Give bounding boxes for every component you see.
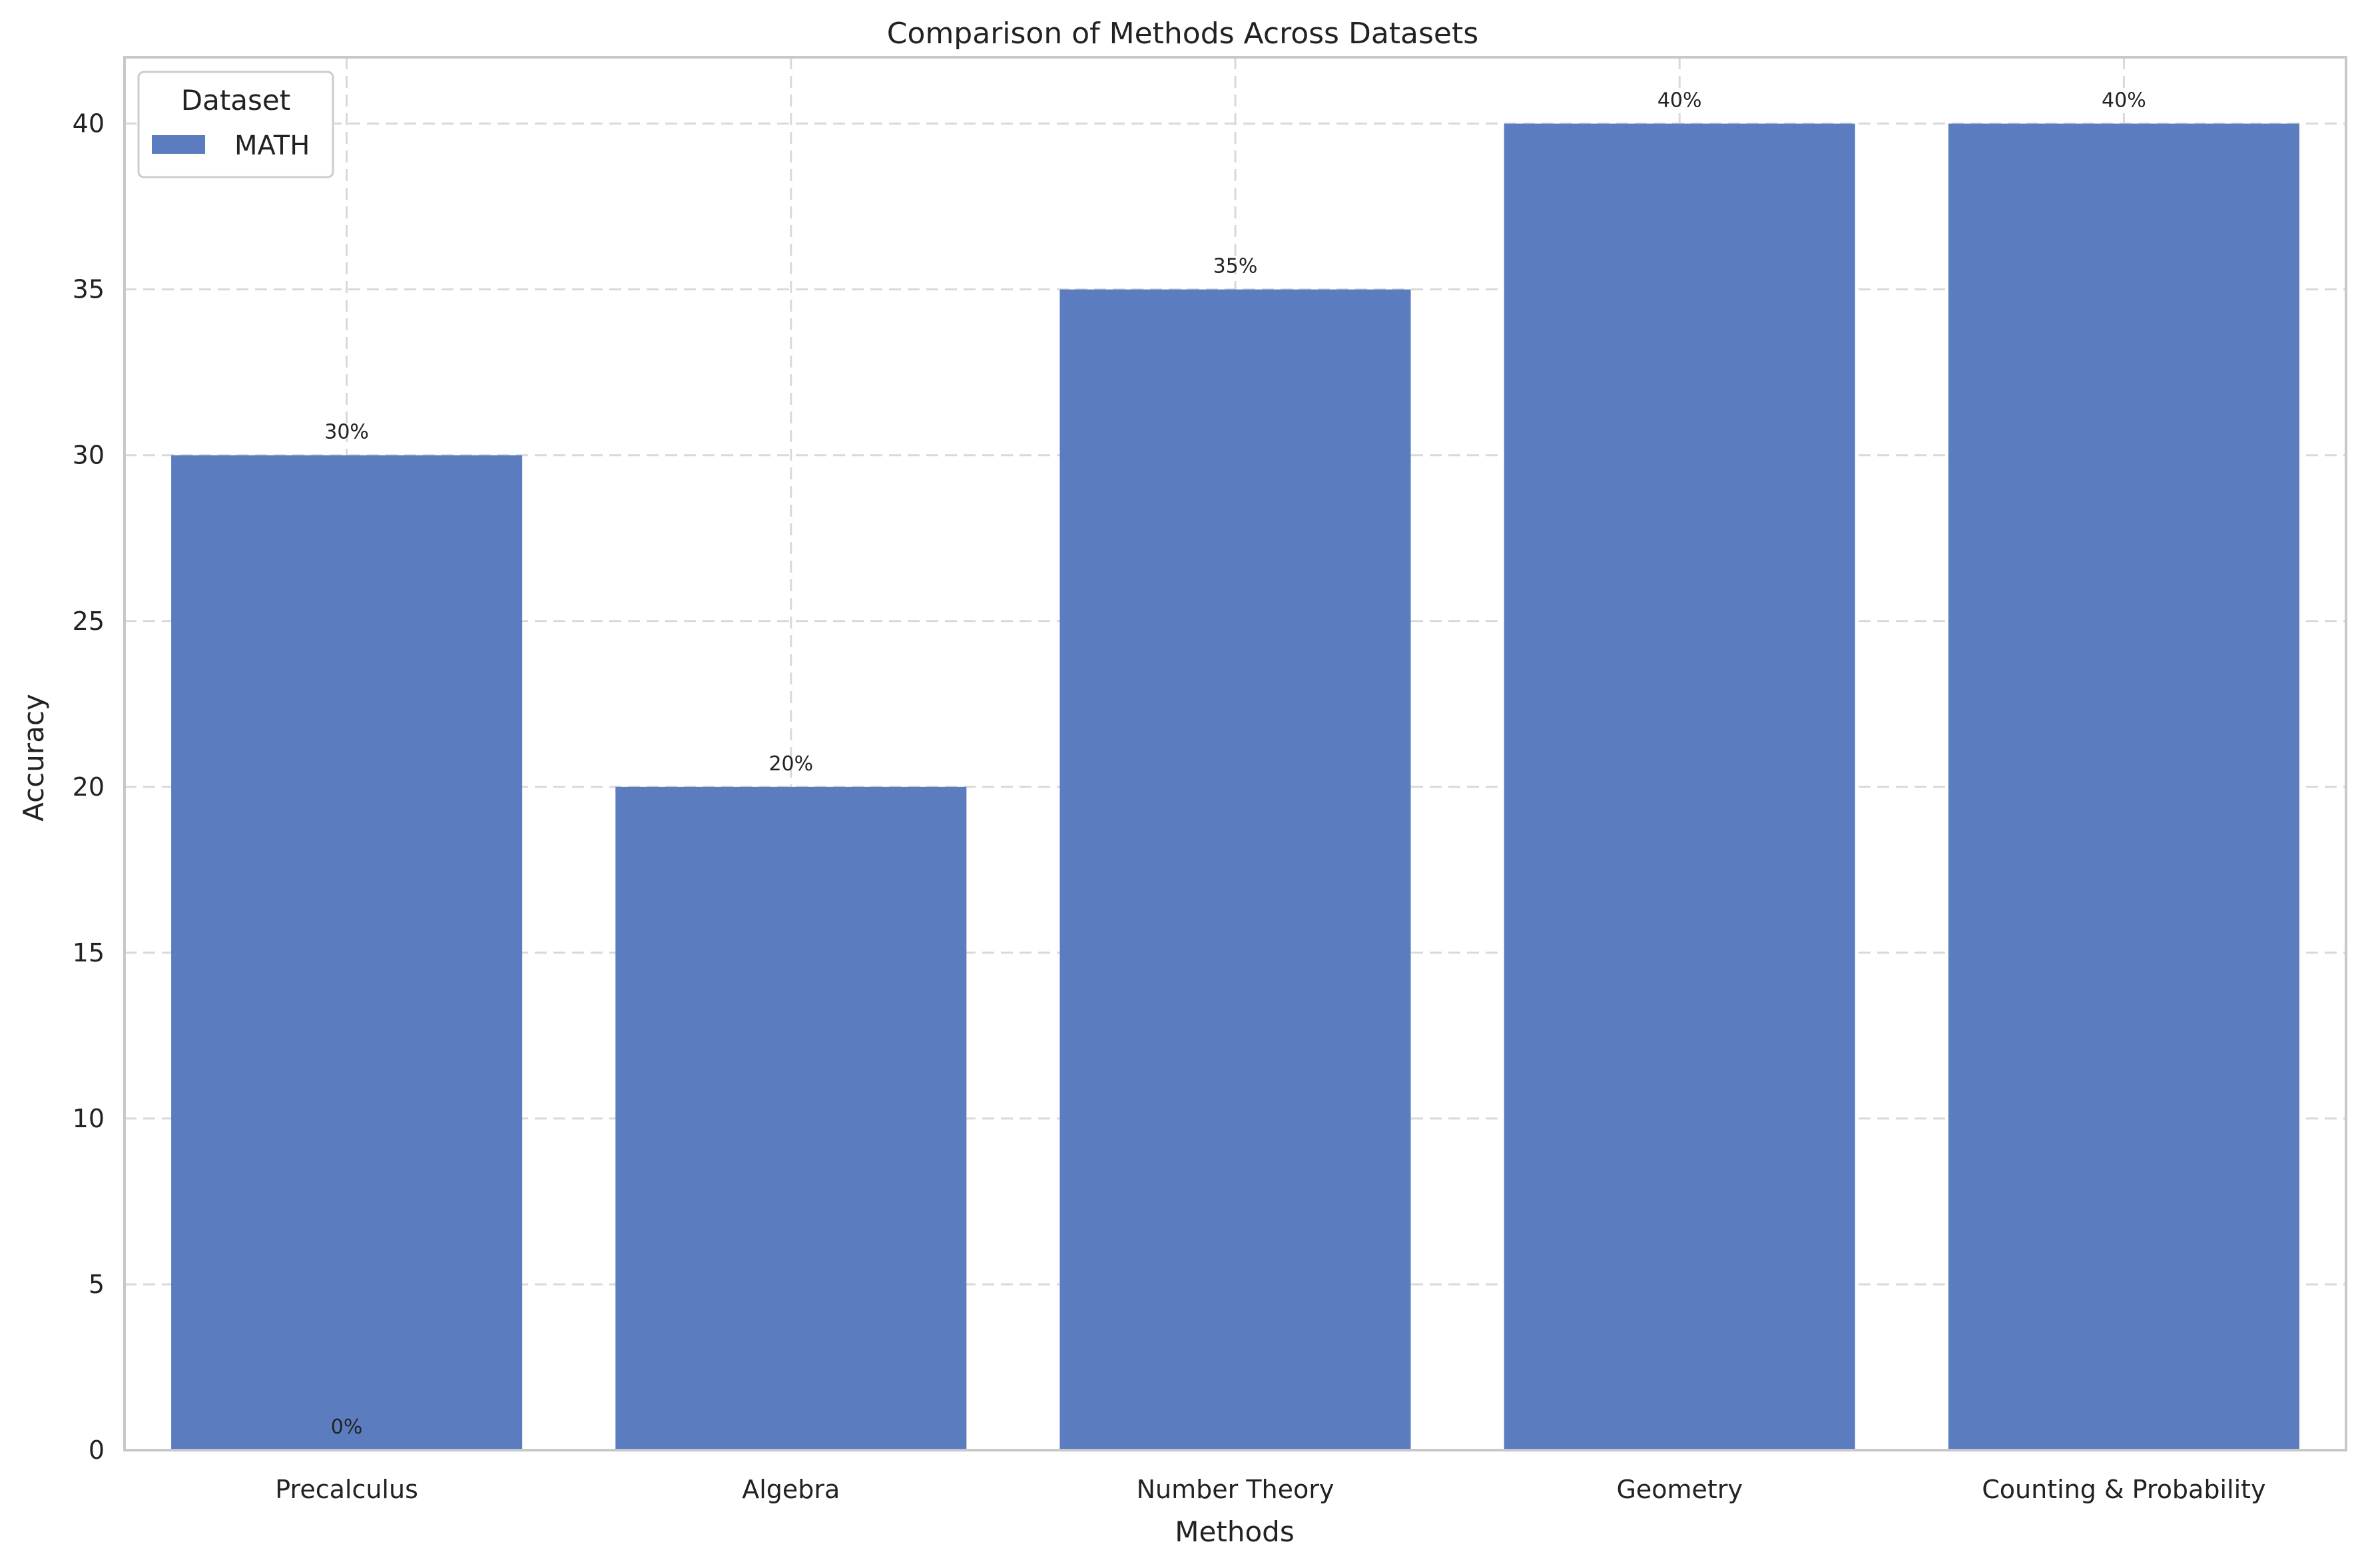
y-tick-label: 0 (89, 1436, 105, 1465)
legend: Dataset MATH (137, 71, 334, 178)
data-label: 35% (1213, 255, 1258, 278)
y-axis-label: Accuracy (17, 694, 50, 822)
x-tick-label: Counting & Probability (1982, 1475, 2265, 1504)
y-ticks: 0 5 10 15 20 25 30 35 40 (73, 109, 105, 1465)
data-label-extra: 0% (331, 1416, 363, 1439)
y-tick-label: 15 (73, 938, 105, 967)
bar (1504, 123, 1855, 1451)
y-tick-label: 5 (89, 1270, 105, 1299)
x-axis-label: Methods (1175, 1515, 1294, 1548)
x-tick-label: Algebra (742, 1475, 840, 1504)
bar (1059, 289, 1411, 1451)
data-label: 30% (324, 421, 369, 444)
y-tick-label: 10 (73, 1104, 105, 1133)
x-tick-label: Number Theory (1137, 1475, 1334, 1504)
legend-swatch-math (152, 135, 205, 154)
x-ticks: Precalculus Algebra Number Theory Geometry C… (275, 1475, 2265, 1504)
y-tick-label: 25 (73, 607, 105, 636)
data-label: 40% (2102, 89, 2146, 113)
legend-label-math: MATH (234, 131, 310, 161)
bar (1948, 123, 2299, 1451)
plot-frame (123, 56, 2347, 1451)
x-tick-label: Geometry (1616, 1475, 1742, 1504)
data-labels: 30% 20% 35% 40% 40% 0% (324, 89, 2146, 1439)
y-tick-label: 40 (73, 109, 105, 138)
bar (171, 455, 523, 1450)
bar (615, 786, 967, 1450)
x-tick-label: Precalculus (275, 1475, 418, 1504)
chart-title: Comparison of Methods Across Datasets (887, 17, 1478, 51)
y-tick-label: 20 (73, 772, 105, 802)
y-tick-label: 35 (73, 275, 105, 304)
bars (171, 123, 2299, 1451)
data-label: 40% (1657, 89, 1702, 113)
legend-title: Dataset (181, 84, 290, 117)
y-tick-label: 30 (73, 441, 105, 470)
data-label: 20% (768, 752, 813, 776)
